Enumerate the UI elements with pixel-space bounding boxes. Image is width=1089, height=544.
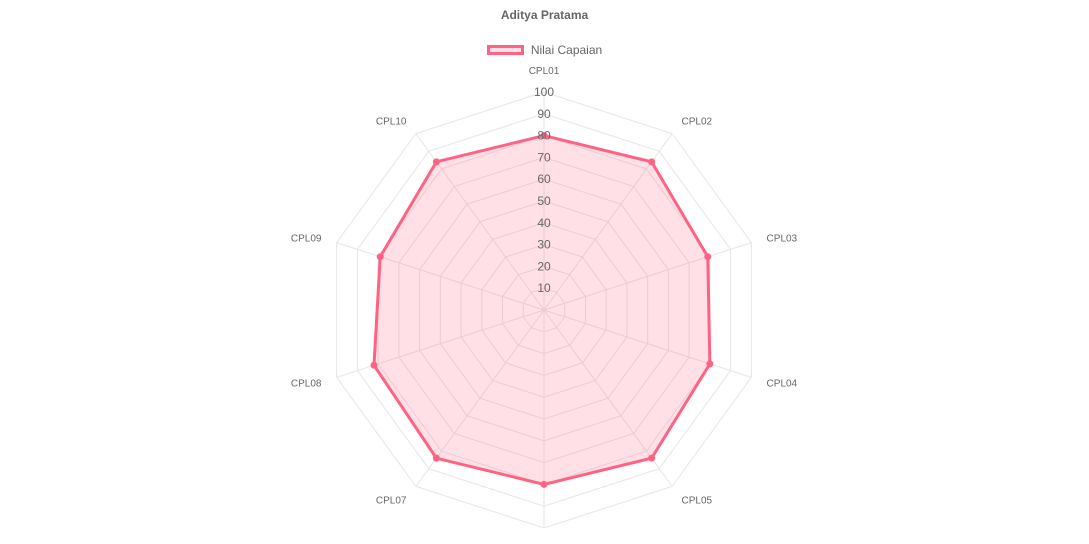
axis-label: CPL05 bbox=[682, 495, 713, 506]
axis-label: CPL02 bbox=[682, 117, 713, 128]
tick-label: 30 bbox=[537, 238, 551, 252]
tick-label: 20 bbox=[537, 259, 551, 273]
grid-spoke bbox=[543, 309, 752, 378]
data-point bbox=[648, 158, 656, 166]
data-point bbox=[432, 158, 440, 166]
data-point bbox=[648, 454, 656, 462]
tick-label: 40 bbox=[537, 216, 551, 230]
series-area bbox=[372, 134, 712, 486]
tick-label: 90 bbox=[537, 107, 551, 121]
grid-spoke bbox=[543, 242, 752, 311]
axis-label: CPL10 bbox=[376, 117, 407, 128]
legend-label: Nilai Capaian bbox=[530, 43, 603, 57]
chart-title: Aditya Pratama bbox=[500, 8, 589, 22]
tick-label: 60 bbox=[537, 172, 551, 186]
legend-swatch bbox=[486, 45, 524, 55]
data-point bbox=[704, 253, 712, 261]
data-point bbox=[432, 454, 440, 462]
axis-label: CPL01 bbox=[529, 66, 560, 77]
tick-label: 10 bbox=[537, 281, 551, 295]
data-point bbox=[706, 360, 714, 368]
data-point bbox=[376, 253, 384, 261]
legend[interactable]: Nilai Capaian bbox=[0, 41, 1089, 59]
tick-label: 70 bbox=[537, 150, 551, 164]
data-point bbox=[370, 361, 378, 369]
axis-label: CPL09 bbox=[291, 234, 322, 245]
data-point bbox=[540, 480, 548, 488]
tick-label: 50 bbox=[537, 194, 551, 208]
tick-label: 80 bbox=[537, 129, 551, 143]
axis-label: CPL03 bbox=[767, 234, 798, 245]
grid-spoke bbox=[336, 242, 545, 311]
axis-label: CPL08 bbox=[291, 378, 322, 389]
axis-label: CPL04 bbox=[767, 378, 798, 389]
axis-label: CPL07 bbox=[376, 495, 407, 506]
data-point bbox=[540, 132, 548, 140]
tick-label: 100 bbox=[534, 85, 554, 99]
